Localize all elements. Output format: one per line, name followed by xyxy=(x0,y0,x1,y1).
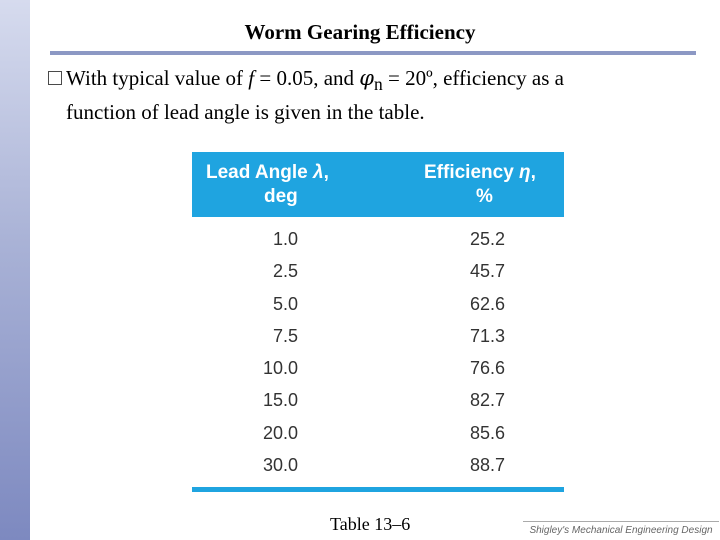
efficiency-cell: 88.7 xyxy=(470,455,506,476)
bullet-paragraph: With typical value of f = 0.05, and φn =… xyxy=(48,64,688,126)
efficiency-cell: 45.7 xyxy=(470,261,506,282)
table-bottom-rule xyxy=(192,487,564,492)
lead-angle-cell: 10.0 xyxy=(262,358,298,379)
phi-symbol: φ xyxy=(359,66,374,90)
bullet-text-line-2: function of lead angle is given in the t… xyxy=(66,100,425,125)
f-symbol: f xyxy=(248,66,255,90)
header-lead-angle-unit: deg xyxy=(264,186,298,207)
phi-subscript: n xyxy=(374,74,383,95)
efficiency-cell: 85.6 xyxy=(470,422,506,443)
lead-angle-cell: 1.0 xyxy=(272,229,298,249)
bullet-text-1: With typical value of xyxy=(66,66,249,90)
header-lead-angle: Lead Angle λ, deg xyxy=(206,161,376,209)
title-underline xyxy=(50,51,696,55)
efficiency-cell: 82.7 xyxy=(470,390,506,411)
slide-title: Worm Gearing Efficiency xyxy=(244,20,476,44)
table-row: 7.5 71.3 xyxy=(192,324,564,356)
bullet-text-2: = 0.05, and xyxy=(254,66,360,90)
table-row: 15.0 82.7 xyxy=(192,388,564,420)
table-row: 5.0 62.6 xyxy=(192,292,564,324)
efficiency-cell: 62.6 xyxy=(470,293,506,314)
lead-angle-cell: 5.0 xyxy=(272,293,298,314)
table-row: 30.0 88.7 xyxy=(192,453,564,485)
efficiency-cell: 76.6 xyxy=(470,358,506,379)
lead-angle-cell: 20.0 xyxy=(262,422,298,443)
eta-symbol: η xyxy=(519,162,531,183)
table-row: 2.5 45.7 xyxy=(192,259,564,291)
side-decoration-bar xyxy=(0,0,30,540)
lead-angle-cell: 7.5 xyxy=(272,325,298,346)
table-header: Lead Angle λ, deg Efficiency η, % xyxy=(192,152,564,217)
lead-angle-cell: 15.0 xyxy=(262,390,298,411)
lambda-symbol: λ xyxy=(312,162,324,183)
table-body: 1.0 25.2 2.5 45.7 5.0 62.6 7.5 71.3 10.0… xyxy=(192,227,564,485)
efficiency-cell: 25.2 xyxy=(470,229,506,249)
efficiency-table: Lead Angle λ, deg Efficiency η, % 1.0 25… xyxy=(192,152,564,492)
bullet-box-icon xyxy=(48,71,62,85)
table-row: 1.0 25.2 xyxy=(192,227,564,259)
table-row: 10.0 76.6 xyxy=(192,356,564,388)
footer-credit: Shigley's Mechanical Engineering Design xyxy=(523,521,719,536)
table-caption: Table 13–6 xyxy=(330,514,411,534)
header-efficiency: Efficiency η, % xyxy=(424,161,564,209)
efficiency-cell: 71.3 xyxy=(470,325,506,346)
header-efficiency-unit: % xyxy=(476,186,493,207)
bullet-text-3: = 20º, efficiency as a xyxy=(382,66,564,90)
lead-angle-cell: 30.0 xyxy=(262,455,298,476)
lead-angle-cell: 2.5 xyxy=(272,261,298,282)
table-row: 20.0 85.6 xyxy=(192,421,564,453)
